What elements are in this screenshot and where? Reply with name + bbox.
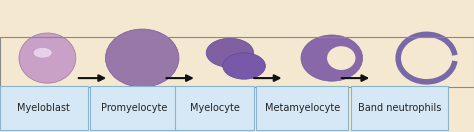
Text: Promyelocyte: Promyelocyte: [100, 103, 167, 113]
FancyBboxPatch shape: [379, 37, 474, 87]
FancyBboxPatch shape: [175, 86, 254, 130]
FancyBboxPatch shape: [0, 37, 95, 87]
Ellipse shape: [19, 33, 76, 83]
Text: Myelocyte: Myelocyte: [190, 103, 239, 113]
Text: Band neutrophils: Band neutrophils: [358, 103, 441, 113]
Ellipse shape: [223, 53, 265, 79]
Ellipse shape: [33, 48, 52, 58]
FancyBboxPatch shape: [284, 37, 379, 87]
FancyBboxPatch shape: [256, 86, 348, 130]
Ellipse shape: [327, 46, 356, 70]
Text: Metamyelocyte: Metamyelocyte: [264, 103, 340, 113]
Ellipse shape: [206, 38, 254, 67]
Ellipse shape: [301, 35, 363, 81]
Ellipse shape: [106, 29, 179, 87]
Text: Myeloblast: Myeloblast: [18, 103, 70, 113]
FancyBboxPatch shape: [0, 86, 88, 130]
FancyBboxPatch shape: [95, 37, 190, 87]
FancyBboxPatch shape: [90, 86, 178, 130]
FancyBboxPatch shape: [190, 37, 284, 87]
FancyBboxPatch shape: [351, 86, 448, 130]
